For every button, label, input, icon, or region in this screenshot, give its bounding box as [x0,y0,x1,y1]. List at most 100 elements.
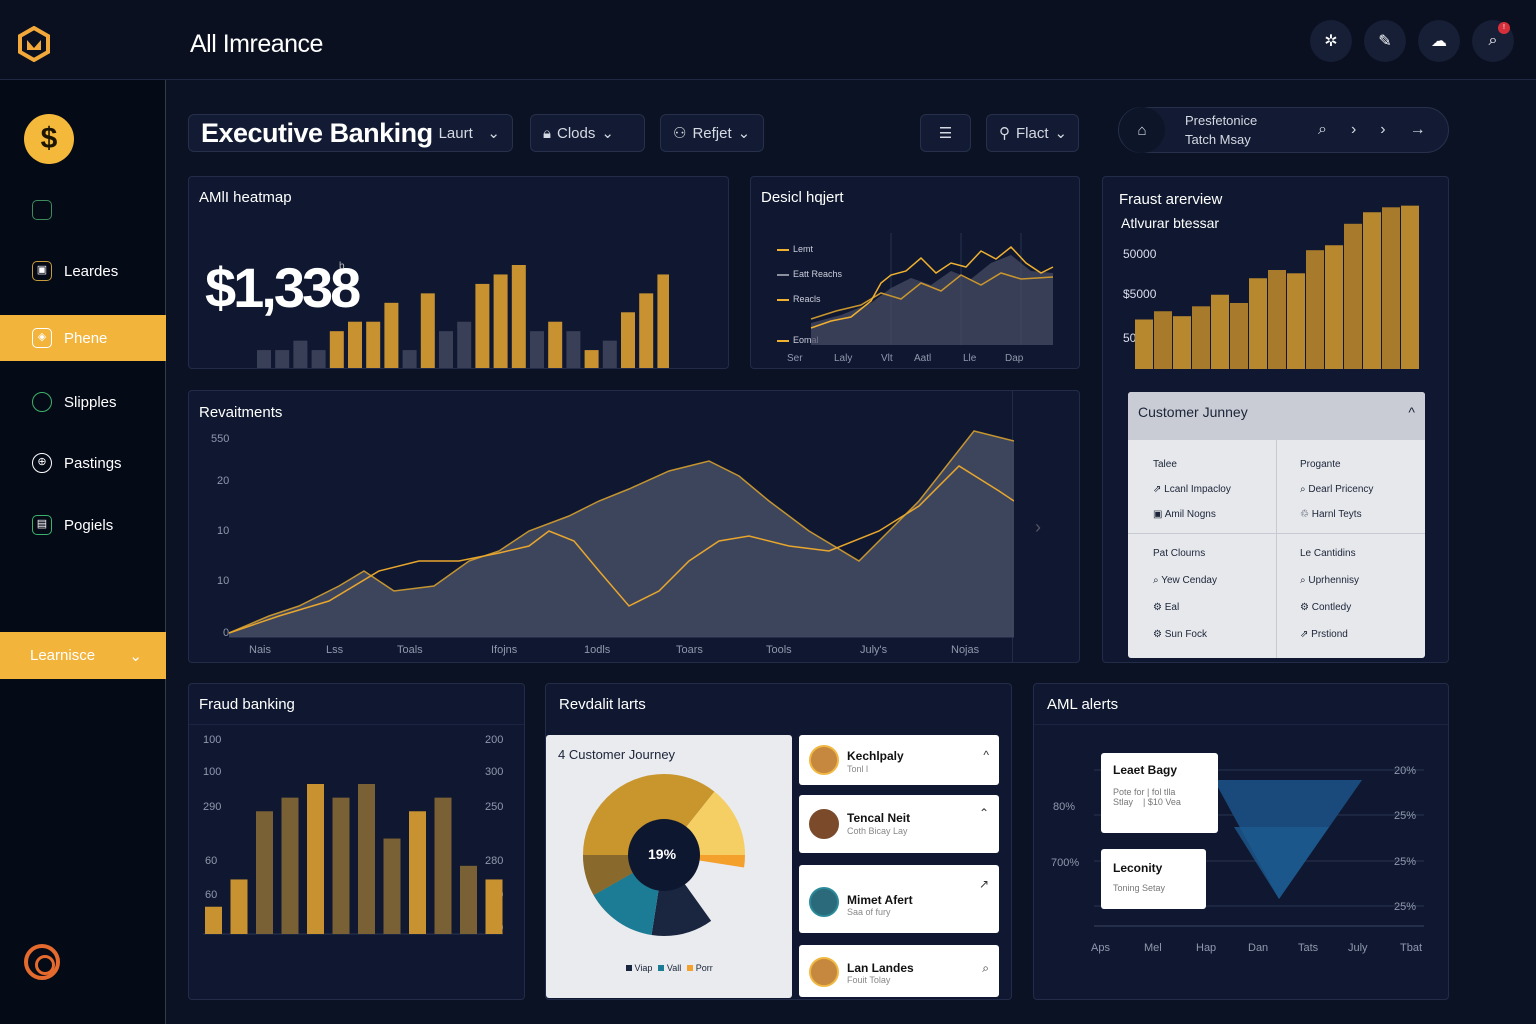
search-icon[interactable]: ⌕ [982,961,989,975]
filter-icon: ⚲ [999,125,1010,142]
sidebar-item-pogiels[interactable]: ▤ Pogiels [0,502,166,548]
card-subtitle: Atlvurar btessar [1121,215,1220,231]
journey-link[interactable]: ♲ Harnl Teyts [1300,509,1362,520]
journey-link[interactable]: ⌕ Yew Cenday [1153,575,1217,586]
revaitments-card: Revaitments › 550 20 10 10 0 Nais Lss To… [188,390,1080,663]
alert-card[interactable]: Leaet Bagy Pote for | fol tlla Stlay | $… [1101,753,1218,833]
gear-icon[interactable] [24,944,60,980]
aml-heatmap-card: AMlI heatmap $1,338 b [188,176,729,369]
chevron-up-icon[interactable]: ⌃ [978,806,989,820]
settings-icon[interactable]: ✲ [1310,20,1352,62]
refjet-dropdown[interactable]: ⚇ Refjet ⌄ [660,114,764,152]
notification-dot: ! [1498,22,1510,34]
power-icon [32,392,52,412]
journey-link[interactable]: ⚙ Contledy [1300,602,1352,613]
flact-dropdown[interactable]: ⚲ Flact ⌄ [986,114,1079,152]
avatar [809,809,839,839]
globe-icon: ⊕ [32,453,52,473]
x-tick: Tats [1298,942,1319,954]
chevron-right-icon[interactable]: › [1380,121,1386,138]
chart-bar [332,797,350,934]
chart-bar [1192,306,1210,369]
heatmap-value: $1,338 [205,256,361,319]
sidebar: $ ▣ Leardes ◈ Phene Slipples ⊕ Pastings ▤ Po… [0,80,166,1024]
journey-link[interactable]: ⇗ Prstiond [1300,629,1348,640]
x-tick: Toals [397,644,423,656]
sidebar-item-label: Pogiels [64,516,114,534]
chevron-down-icon: ⌄ [601,125,614,142]
x-tick: Aps [1091,942,1110,954]
expand-icon[interactable]: ↗ [978,877,989,891]
journey-donut-panel: 4 Customer Journey 19% Viap Vall Porr [546,735,792,998]
y-tick: 100 [203,766,222,778]
learn-dropdown[interactable]: Learnisce ⌄ [0,632,166,679]
sidebar-item-leardes[interactable]: ▣ Leardes [0,248,166,294]
user-icon[interactable] [32,200,52,220]
cloud-icon[interactable]: ☁ [1418,20,1460,62]
chart-bar [1249,278,1267,369]
journey-link[interactable]: ⌕ Uprhennisy [1300,575,1359,586]
x-tick: Lle [963,353,977,364]
chart-bar [256,811,273,934]
journey-link[interactable]: ⚙ Sun Fock [1153,629,1207,640]
person-sub: Tonl l [847,764,869,774]
chart-bar [457,321,472,368]
legend-item: Reacls [777,287,842,312]
y-tick: 290 [203,801,222,813]
sidebar-item-slipples[interactable]: Slipples [0,379,166,425]
journey-link[interactable]: ⇗ Lcanl Impacloy [1153,484,1231,495]
y-tick: 50000 [1123,247,1157,261]
x-tick: Ser [787,353,803,364]
chart-bar [1306,250,1324,369]
chart-bar [530,331,544,368]
person-card[interactable]: Tencal Neit Coth Bicay Lay ⌃ [799,795,999,853]
chevron-right-icon[interactable]: › [1350,121,1357,138]
clods-dropdown[interactable]: 🔒︎ Clods ⌄ [530,114,645,152]
chart-bar [1211,294,1229,369]
x-tick: July's [860,644,888,656]
x-tick: Tbat [1400,942,1423,954]
dashboard-title: Executive Banking [201,117,433,148]
chart-bar [402,350,417,368]
chevron-down-icon: ⌄ [487,125,500,142]
chart-bar [358,784,375,934]
chart-bar [230,879,248,934]
chevron-up-icon[interactable]: ^ [983,748,989,762]
card-title: Fraud banking [199,696,295,713]
brand-logo-icon[interactable] [16,26,52,62]
chevron-right-icon[interactable]: › [1035,517,1041,537]
edit-icon[interactable]: ✎ [1364,20,1406,62]
sidebar-item-label: Phene [64,329,108,347]
profile-info[interactable]: Presfetonice Tatch Msay [1171,111,1296,149]
alert-card-line: Pote for | fol tlla [1113,787,1176,797]
journey-link[interactable]: ⚙ Eal [1153,602,1180,613]
sidebar-item-phene[interactable]: ◈ Phene [0,315,166,361]
sidebar-item-pastings[interactable]: ⊕ Pastings [0,440,166,486]
donut-slice-orange [583,774,745,936]
person-card[interactable]: Mimet Afert Saa of fury ↗ [799,865,999,933]
card-title: Fraust arerview [1119,191,1223,208]
menu-button[interactable]: ☰ [920,114,971,152]
alert-card[interactable]: Leconity Toning Setay [1101,849,1206,909]
person-card[interactable]: Kechlpaly Tonl l ^ [799,735,999,785]
chart-bar [307,784,324,934]
y-tick: 100 [203,734,222,746]
search-icon[interactable]: ⌕ [1318,121,1327,138]
journey-link[interactable]: ▣ Amil Nogns [1153,509,1216,520]
y-tick: 200 [485,734,504,746]
journey-header[interactable]: Customer Junney ^ [1128,392,1425,440]
avatar [809,745,839,775]
dollar-coin-icon[interactable]: $ [24,114,74,164]
home-icon[interactable]: ⌂ [1119,107,1165,153]
chart-bar [639,293,654,368]
y-tick: 0 [223,627,230,639]
card-title: AML alerts [1047,696,1119,713]
arrow-right-icon[interactable]: → [1409,121,1426,138]
person-card[interactable]: Lan Landes Fouit Tolay ⌕ [799,945,999,997]
dashboard-selector[interactable]: Executive Banking Laurt ⌄ [188,114,513,152]
chart-bar [293,340,308,368]
search-notification-icon[interactable]: ⌕! [1472,20,1514,62]
y-tick: 50 [1123,331,1137,345]
chart-bar [1230,303,1248,369]
journey-link[interactable]: ⌕ Dearl Pricency [1300,484,1374,495]
